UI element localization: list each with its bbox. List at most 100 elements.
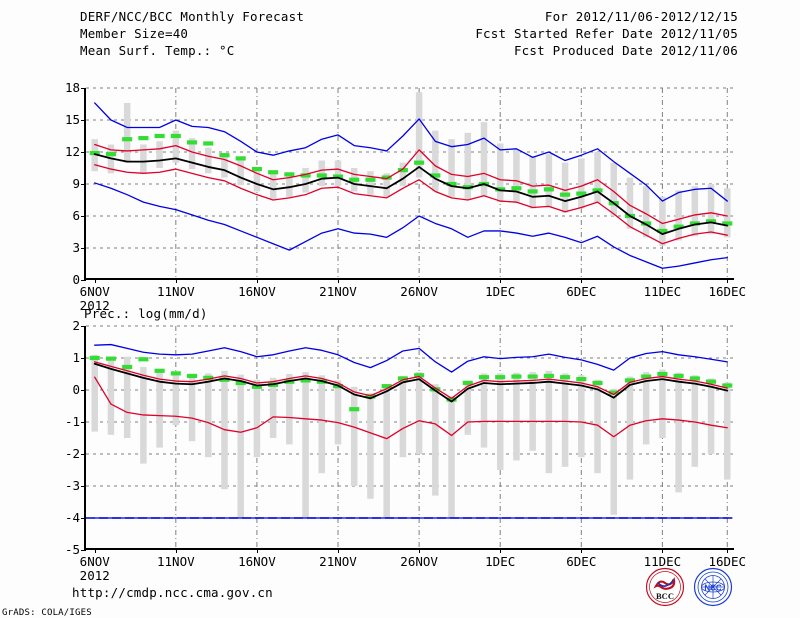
- spread-bar: [318, 375, 326, 474]
- climatology-marker: [706, 219, 717, 224]
- y-axis-tick-label: 2: [72, 317, 80, 333]
- x-axis-tick-label: 11DEC: [643, 554, 682, 569]
- climatology-marker: [673, 224, 684, 229]
- climatology-marker: [527, 189, 538, 194]
- x-axis-tick-label: 11NOV: [156, 554, 195, 569]
- climatology-marker: [430, 173, 441, 178]
- climatology-marker: [527, 374, 538, 379]
- spread-bar: [91, 139, 98, 172]
- spread-bar: [675, 372, 682, 493]
- plot-inner-precipitation: -5 -4 -3 -2 -1 0 1 2 6NOV 2012 11NOV 16NOV 21NOV 26NO…: [65, 319, 746, 582]
- website-url[interactable]: http://cmdp.ncc.cma.gov.cn: [72, 585, 273, 600]
- climatology-marker: [381, 384, 392, 389]
- member-size: Member Size=40: [80, 26, 189, 41]
- spread-bar: [724, 382, 731, 480]
- climatology-marker: [365, 177, 376, 182]
- x-axis-tick-label: 21NOV: [319, 554, 357, 569]
- climatology-marker: [722, 383, 733, 388]
- variable-label: Mean Surf. Temp.: °C: [80, 43, 235, 58]
- climatology-marker: [284, 172, 295, 177]
- x-axis-tick-mark: [256, 548, 258, 553]
- spread-bar: [464, 132, 472, 200]
- spread-bar: [724, 188, 731, 238]
- x-axis-tick-label: 26NOV: [400, 284, 438, 299]
- climatology-marker: [495, 187, 506, 192]
- climatology-marker: [397, 168, 408, 173]
- climatology-marker: [511, 374, 522, 379]
- spread-bar: [707, 378, 715, 454]
- climatology-marker: [89, 150, 100, 156]
- climatology-marker: [673, 373, 684, 379]
- climatology-marker: [446, 397, 457, 402]
- climatology-marker: [495, 375, 506, 380]
- climatology-marker: [219, 377, 230, 382]
- x-axis-tick-mark: [419, 278, 421, 283]
- series-line-lower_quartile: [94, 164, 728, 245]
- spread-bar: [659, 196, 666, 246]
- ncc-logo: NCC: [693, 567, 733, 607]
- climatology-marker: [186, 373, 198, 379]
- climatology-marker: [316, 173, 327, 178]
- x-axis-tick-mark: [500, 278, 502, 283]
- series-line-upper_quartile: [94, 143, 728, 225]
- x-axis-tick-mark: [338, 548, 339, 553]
- y-axis-tick-label: -3: [64, 477, 80, 493]
- spread-bar: [415, 372, 423, 454]
- spread-bar: [205, 373, 212, 458]
- spread-bar: [529, 372, 536, 451]
- x-axis-tick-label: 6NOV 2012: [79, 284, 110, 313]
- x-axis-tick-sublabel: 2012: [79, 298, 110, 313]
- climatology-group: [89, 355, 733, 412]
- series-line-maximum: [94, 343, 728, 373]
- header: DERF/NCC/BCC Monthly Forecast Member Siz…: [0, 8, 800, 64]
- climatology-marker: [462, 380, 473, 386]
- climatology-marker: [430, 387, 441, 392]
- svg-text:BCC: BCC: [656, 591, 674, 601]
- climatology-marker: [657, 228, 668, 234]
- x-axis-tick-mark: [581, 278, 583, 283]
- climatology-marker: [105, 152, 116, 157]
- spread-bar: [659, 369, 666, 438]
- spread-bar: [140, 144, 147, 174]
- y-axis-tick-mark: [81, 216, 86, 217]
- spread-bar: [464, 380, 472, 435]
- spread-bar: [480, 373, 488, 448]
- spread-bar: [123, 102, 131, 163]
- y-axis-tick-mark: [81, 248, 86, 249]
- spread-bar: [188, 138, 196, 170]
- climatology-marker: [170, 371, 181, 376]
- spread-bar: [269, 174, 277, 199]
- x-axis-tick-mark: [175, 278, 177, 283]
- spread-bar: [318, 160, 326, 187]
- spread-bar: [529, 156, 536, 209]
- x-axis-tick-mark: [94, 278, 96, 283]
- climatology-marker: [138, 357, 149, 362]
- climatology-marker: [722, 221, 733, 226]
- y-axis-tick-label: 0: [72, 381, 80, 397]
- panel-surface-temperature: 0 3 6 9 12 15 18 6NOV 2012 11NOV 16NOV 21NOV 26NOV 1D…: [65, 81, 746, 312]
- x-axis-tick-sublabel: 2012: [79, 568, 110, 583]
- y-axis-tick-mark: [81, 326, 86, 327]
- x-axis-tick-label: 6DEC: [566, 284, 597, 299]
- spread-bar: [188, 375, 196, 442]
- spread-bar: [513, 372, 520, 461]
- y-axis-tick-label: 18: [64, 79, 80, 95]
- plot-area-surface-temperature: 0 3 6 9 12 15 18 6NOV 2012 11NOV 16NOV 21NOV 26NOV 1D…: [65, 81, 746, 312]
- y-axis-tick-label: 9: [72, 175, 80, 191]
- spread-bar: [221, 153, 228, 178]
- spread-bar: [707, 184, 715, 235]
- spread-bar: [642, 186, 650, 238]
- spread-bar: [205, 147, 212, 174]
- spread-bar: [399, 162, 407, 187]
- climatology-marker: [154, 133, 165, 139]
- spread-bar: [448, 396, 455, 518]
- spread-bar: [448, 139, 455, 197]
- x-axis-tick-mark: [419, 548, 421, 553]
- climatology-marker: [235, 156, 246, 161]
- climatology-marker: [138, 136, 149, 141]
- spread-bar: [691, 186, 699, 237]
- spread-bar: [432, 130, 439, 192]
- spread-bar: [172, 375, 180, 426]
- spread-bar: [626, 177, 634, 229]
- forecast-start-date: Fcst Started Refer Date 2012/11/05: [475, 26, 738, 41]
